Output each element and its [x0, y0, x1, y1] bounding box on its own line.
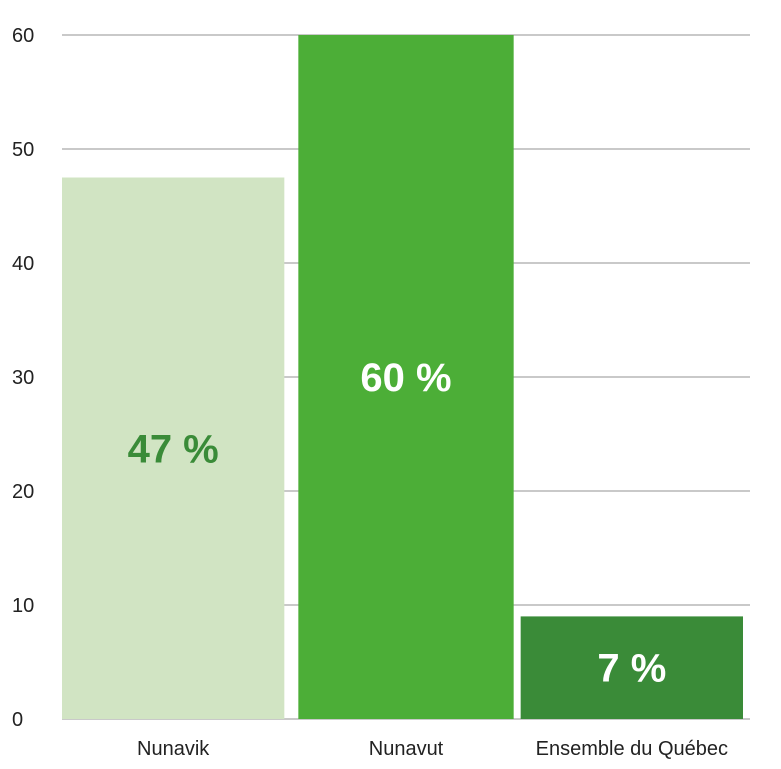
data-label: 7 %: [597, 647, 666, 691]
y-tick-label: 50: [12, 139, 34, 161]
y-tick-label: 0: [12, 709, 23, 731]
x-tick-label: Nunavut: [369, 738, 444, 760]
y-tick-label: 20: [12, 481, 34, 503]
x-tick-label: Nunavik: [137, 738, 210, 760]
y-tick-label: 40: [12, 253, 34, 275]
y-tick-label: 30: [12, 367, 34, 389]
data-label: 60 %: [360, 356, 451, 400]
y-tick-label: 10: [12, 595, 34, 617]
bar-nunavik: [62, 177, 285, 719]
y-axis: 0 10 20 30 40 50 60: [12, 25, 34, 731]
data-label: 47 %: [128, 427, 219, 471]
y-tick-label: 60: [12, 25, 34, 47]
x-axis: Nunavik Nunavut Ensemble du Québec: [137, 738, 728, 760]
x-tick-label: Ensemble du Québec: [536, 738, 728, 760]
bars: 47 % 60 % 7 %: [62, 35, 743, 719]
bar-ensemble-du-qu-bec: [520, 616, 743, 719]
bar-nunavut: [298, 35, 514, 719]
